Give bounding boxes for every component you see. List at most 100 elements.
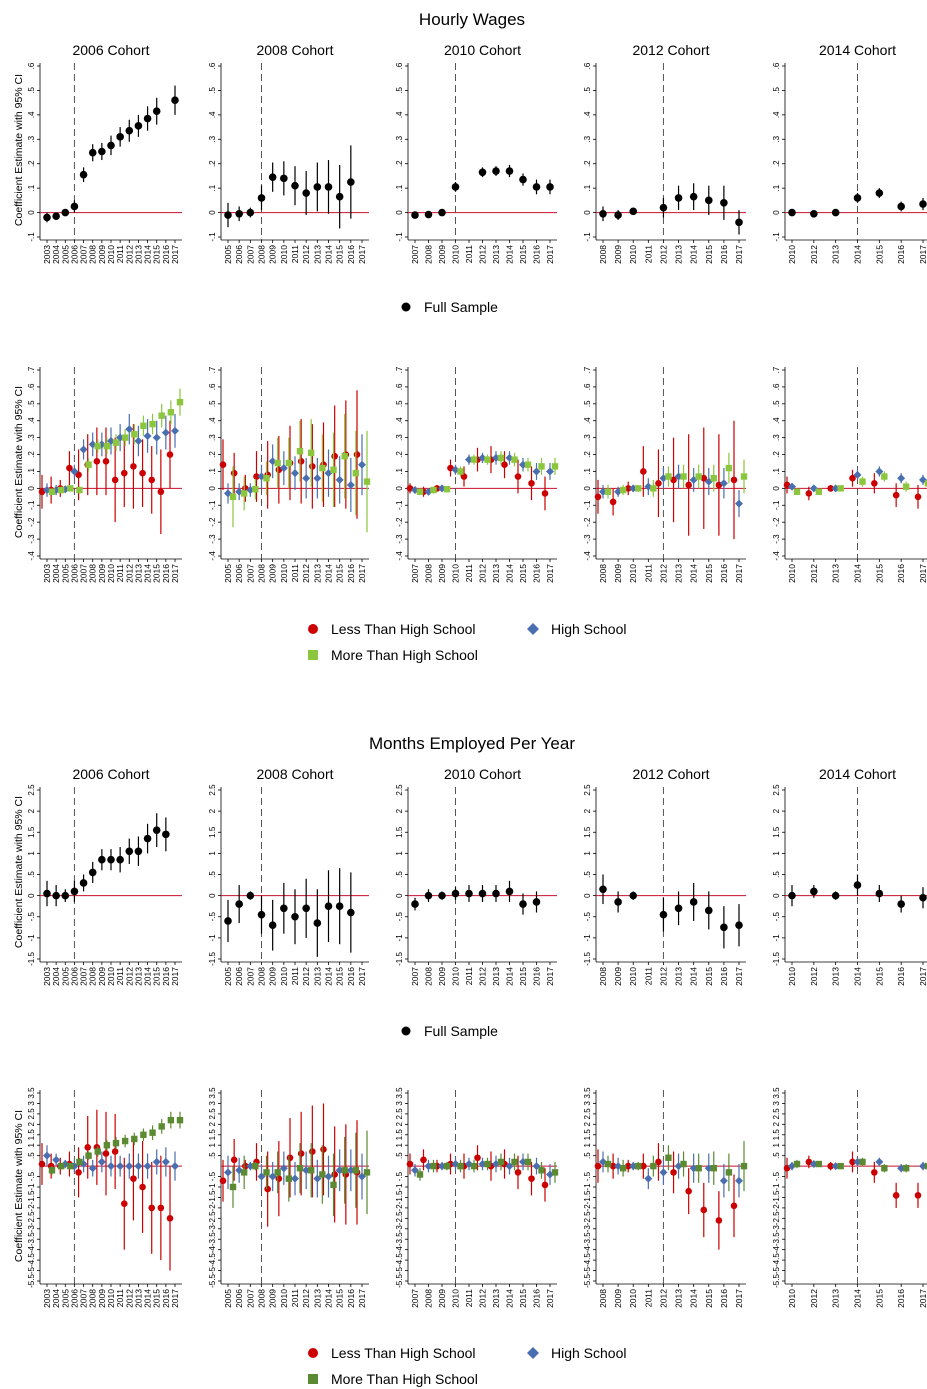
- y-tick-label: -.5: [772, 912, 781, 922]
- y-tick-label: 1: [772, 851, 781, 856]
- y-tick-label: 1: [27, 1142, 36, 1147]
- y-tick-label: -1.5: [208, 952, 217, 966]
- x-tick-label: 2005: [223, 245, 233, 264]
- x-tick-label: 2006: [234, 245, 244, 264]
- y-tick-label: -2: [583, 1204, 592, 1212]
- x-tick-label: 2006: [234, 564, 244, 583]
- y-tick-label: -5.5: [583, 1274, 592, 1288]
- x-tick-label: 2017: [357, 245, 367, 264]
- cohort-title: 2006 Cohort: [72, 42, 149, 58]
- y-tick-label: 2: [772, 1122, 781, 1127]
- x-tick-label: 2015: [518, 245, 528, 264]
- y-tick-label: .2: [208, 451, 217, 458]
- data-point-circle: [532, 898, 541, 906]
- legend-circle-marker: [308, 624, 318, 634]
- y-tick-label: .4: [772, 111, 781, 118]
- x-tick-label: 2009: [268, 564, 278, 583]
- cohort-title: 2008 Cohort: [256, 766, 333, 782]
- y-tick-label: .3: [395, 434, 404, 441]
- x-tick-label: 2014: [689, 967, 699, 986]
- data-point-circle: [235, 900, 243, 908]
- data-point-square: [167, 1116, 175, 1124]
- x-tick-label: 2012: [124, 1289, 134, 1308]
- x-tick-label: 2010: [451, 1289, 461, 1308]
- y-tick-label: .5: [772, 87, 781, 94]
- x-tick-label: 2003: [42, 1289, 52, 1308]
- x-tick-label: 2009: [268, 967, 278, 986]
- y-tick-label: -.1: [27, 500, 36, 510]
- data-point-circle: [224, 211, 232, 219]
- x-tick-label: 2011: [290, 245, 300, 264]
- data-point-circle: [827, 485, 834, 492]
- y-tick-label: 1.5: [395, 826, 404, 838]
- y-tick-label: -.1: [395, 500, 404, 510]
- data-point-circle: [897, 900, 905, 908]
- x-tick-label: 2012: [809, 967, 819, 986]
- y-tick-label: -1.5: [208, 1190, 217, 1204]
- y-tick-label: 0: [583, 486, 592, 491]
- data-point-square: [263, 475, 270, 482]
- data-point-diamond: [358, 460, 366, 469]
- y-tick-label: -5: [583, 1266, 592, 1274]
- data-point-diamond: [52, 1155, 61, 1164]
- x-tick-label: 2010: [106, 1289, 116, 1308]
- data-point-square: [140, 1131, 147, 1138]
- data-point-square: [158, 412, 165, 419]
- data-point-square: [470, 456, 478, 463]
- data-point-circle: [438, 891, 446, 900]
- x-tick-label: 2008: [88, 1289, 98, 1308]
- x-tick-label: 2016: [896, 245, 906, 264]
- x-tick-label: 2017: [918, 1289, 927, 1308]
- y-axis-label: Coefficient Estimate with 95% CI: [13, 386, 25, 538]
- x-tick-label: 2010: [628, 564, 638, 583]
- data-point-circle: [700, 474, 708, 482]
- y-tick-label: 2.5: [772, 784, 781, 796]
- y-tick-label: .6: [208, 383, 217, 390]
- y-tick-label: -2: [208, 1204, 217, 1212]
- data-point-circle: [474, 1154, 481, 1162]
- data-point-diamond: [346, 480, 355, 489]
- y-tick-label: 0: [772, 893, 781, 898]
- x-tick-label: 2017: [918, 967, 927, 986]
- x-tick-label: 2010: [279, 967, 289, 986]
- data-point-circle: [609, 1162, 617, 1170]
- x-tick-label: 2013: [312, 245, 322, 264]
- y-tick-label: .5: [208, 400, 217, 407]
- data-point-circle: [451, 183, 460, 191]
- x-tick-label: 2006: [69, 1289, 79, 1308]
- data-point-circle: [302, 189, 310, 197]
- data-point-circle: [79, 170, 88, 179]
- data-point-square: [551, 463, 559, 470]
- y-tick-label: .4: [395, 111, 404, 118]
- y-tick-label: -5: [27, 1266, 36, 1274]
- data-point-square: [484, 456, 491, 463]
- data-point-circle: [353, 451, 361, 458]
- y-tick-label: .6: [395, 62, 404, 69]
- x-tick-label: 2012: [478, 1289, 488, 1308]
- data-point-circle: [914, 1192, 922, 1199]
- y-tick-label: -1: [395, 934, 404, 942]
- x-tick-label: 2015: [335, 564, 345, 583]
- x-tick-label: 2004: [51, 564, 61, 583]
- y-tick-label: 3: [772, 1101, 781, 1106]
- data-point-circle: [120, 469, 128, 477]
- y-tick-label: -5: [772, 1266, 781, 1274]
- x-tick-label: 2015: [518, 967, 528, 986]
- y-tick-label: 2.5: [395, 1108, 404, 1120]
- x-tick-label: 2007: [79, 967, 89, 986]
- y-tick-label: 3: [27, 1101, 36, 1106]
- y-tick-label: 0: [583, 210, 592, 215]
- data-point-diamond: [313, 474, 322, 483]
- x-tick-label: 2016: [346, 564, 356, 583]
- x-tick-label: 2015: [874, 1289, 884, 1308]
- y-tick-label: .3: [583, 135, 592, 142]
- data-point-circle: [700, 1206, 708, 1214]
- data-point-square: [695, 473, 702, 480]
- data-point-circle: [107, 141, 115, 150]
- x-tick-label: 2005: [60, 1289, 70, 1308]
- x-tick-label: 2014: [505, 967, 515, 986]
- legend-edu-months: Less Than High School High School More T…: [308, 1345, 627, 1387]
- data-point-circle: [130, 463, 137, 470]
- x-tick-label: 2010: [106, 245, 116, 264]
